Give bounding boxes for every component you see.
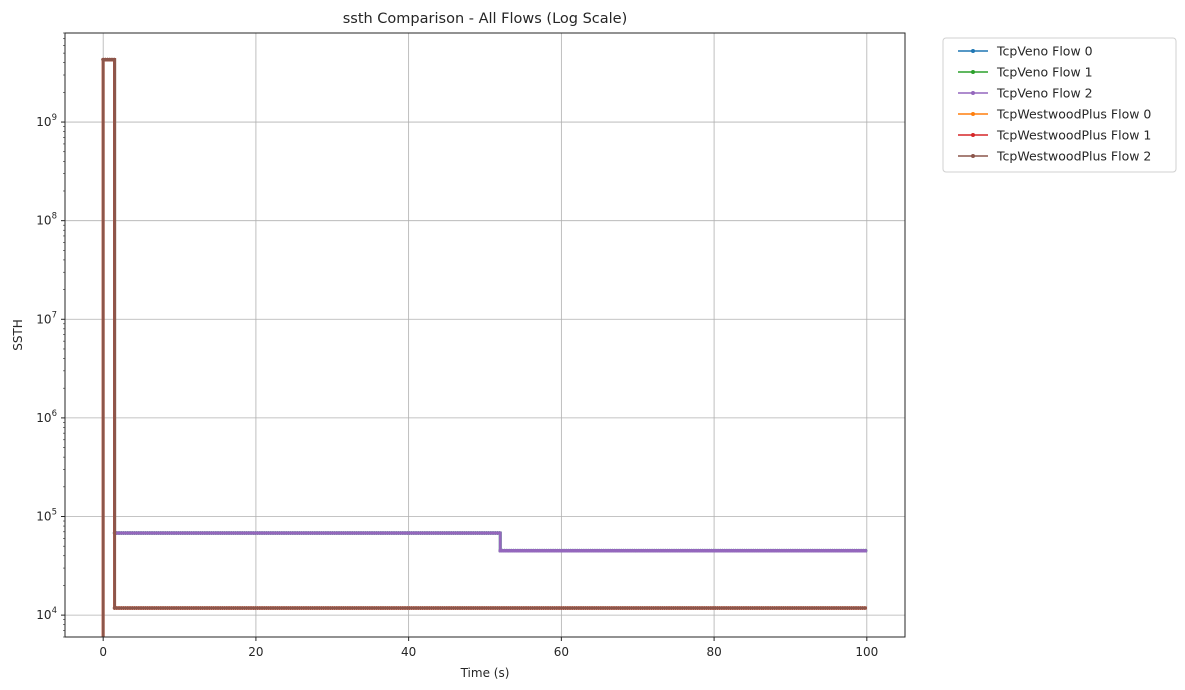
legend-marker (971, 154, 975, 158)
series-marker (497, 531, 502, 535)
x-tick-label: 20 (248, 645, 263, 659)
x-tick-label: 40 (401, 645, 416, 659)
y-tick-exponent: 5 (52, 508, 57, 518)
legend-frame (942, 37, 1177, 173)
series-marker (863, 548, 868, 553)
y-tick-exponent: 7 (52, 310, 57, 320)
series-marker (112, 57, 116, 62)
legend-label: TcpVeno Flow 1 (996, 65, 1093, 80)
x-tick-label: 60 (554, 645, 569, 659)
y-tick-base: 10 (36, 214, 51, 228)
legend-label: TcpVeno Flow 2 (996, 86, 1093, 101)
legend-marker (971, 70, 975, 74)
legend-marker (971, 133, 975, 137)
chart-title: ssth Comparison - All Flows (Log Scale) (343, 11, 628, 27)
y-tick-label: 109 (36, 113, 57, 129)
y-tick-label: 106 (36, 409, 57, 425)
plot-frame (64, 32, 906, 638)
x-tick-label: 100 (855, 645, 878, 659)
series-5 (101, 57, 867, 637)
x-axis: 0 20 40 60 80 100 (99, 637, 878, 659)
y-tick-base: 10 (36, 115, 51, 129)
legend-marker (971, 91, 975, 95)
y-tick-base: 10 (36, 510, 51, 524)
y-tick-exponent: 6 (52, 409, 57, 419)
legend-label: TcpWestwoodPlus Flow 0 (996, 107, 1151, 122)
y-tick-base: 10 (36, 312, 51, 326)
legend-label: TcpVeno Flow 0 (996, 44, 1093, 59)
x-axis-label: Time (s) (460, 666, 510, 680)
y-tick-exponent: 4 (52, 606, 57, 616)
x-tick-label: 0 (99, 645, 107, 659)
legend: TcpVeno Flow 0 TcpVeno Flow 1 TcpVeno Flow… (942, 37, 1177, 173)
legend-label: TcpWestwoodPlus Flow 1 (996, 128, 1151, 143)
y-tick-base: 10 (36, 608, 51, 622)
y-tick-exponent: 9 (52, 113, 57, 123)
y-tick-label: 107 (36, 310, 57, 326)
y-tick-label: 108 (36, 212, 57, 228)
legend-label: TcpWestwoodPlus Flow 2 (996, 149, 1151, 164)
legend-marker (971, 112, 975, 116)
series-marker (863, 606, 867, 610)
y-tick-label: 104 (36, 606, 57, 622)
x-tick-label: 80 (706, 645, 721, 659)
y-tick-exponent: 8 (52, 212, 57, 222)
y-axis-label: SSTH (11, 319, 25, 351)
y-tick-base: 10 (36, 411, 51, 425)
y-tick-label: 105 (36, 508, 57, 524)
series-layer (101, 57, 868, 637)
legend-marker (971, 49, 975, 53)
grid (65, 33, 905, 637)
